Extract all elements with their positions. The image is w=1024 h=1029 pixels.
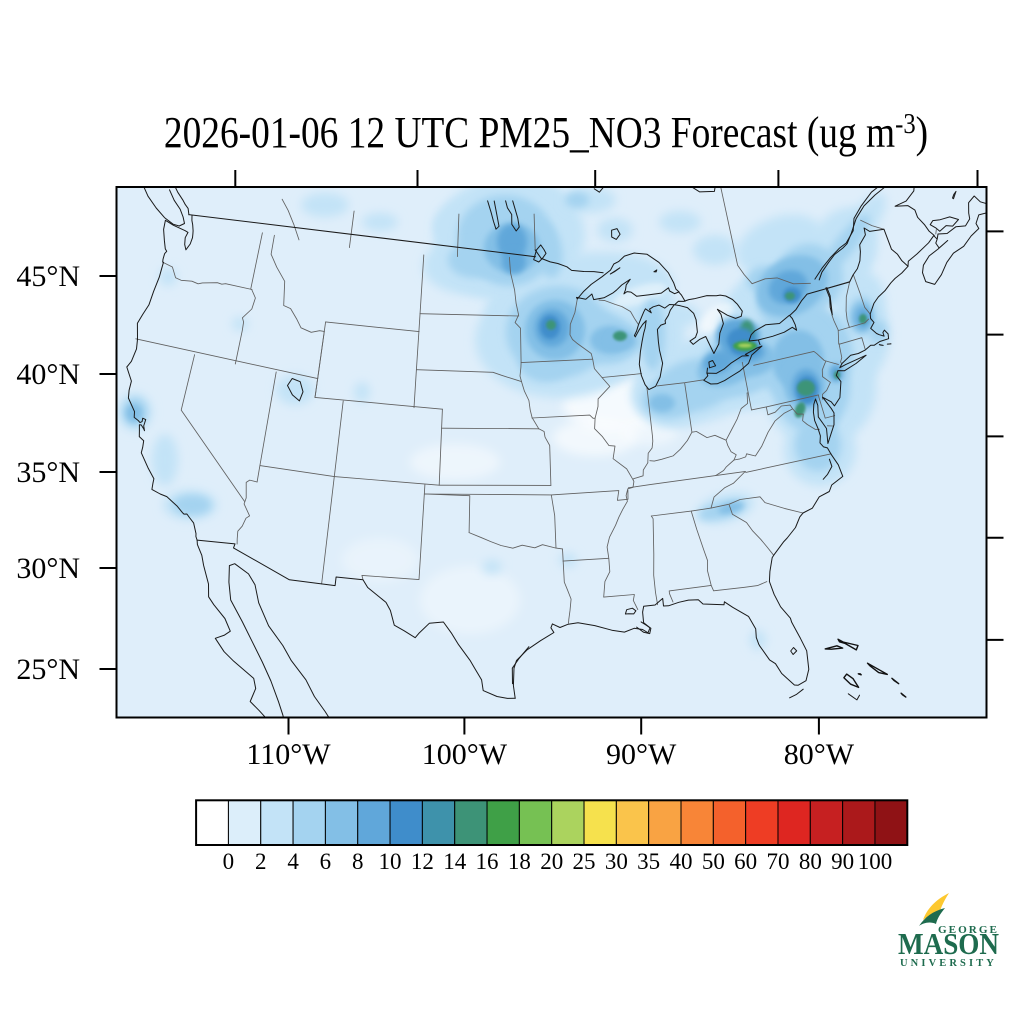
svg-text:UNIVERSITY: UNIVERSITY	[900, 958, 997, 969]
svg-text:90°W: 90°W	[606, 738, 677, 771]
svg-text:20: 20	[540, 849, 563, 874]
svg-text:70: 70	[766, 849, 789, 874]
svg-text:MASON: MASON	[898, 926, 999, 961]
svg-text:100°W: 100°W	[422, 738, 508, 771]
svg-text:40°N: 40°N	[16, 358, 80, 391]
svg-text:50: 50	[702, 849, 725, 874]
svg-text:90: 90	[831, 849, 854, 874]
svg-text:35: 35	[637, 849, 660, 874]
svg-text:35°N: 35°N	[16, 456, 80, 489]
svg-text:4: 4	[287, 849, 299, 874]
svg-text:14: 14	[443, 849, 467, 874]
svg-text:8: 8	[352, 849, 364, 874]
svg-text:25: 25	[573, 849, 596, 874]
svg-text:80°W: 80°W	[784, 738, 855, 771]
svg-text:12: 12	[411, 849, 434, 874]
svg-text:110°W: 110°W	[246, 738, 331, 771]
svg-text:45°N: 45°N	[16, 260, 80, 293]
svg-text:30: 30	[605, 849, 628, 874]
svg-text:80: 80	[799, 849, 822, 874]
svg-text:6: 6	[320, 849, 332, 874]
svg-text:2: 2	[255, 849, 267, 874]
svg-text:40: 40	[670, 849, 693, 874]
svg-text:25°N: 25°N	[16, 653, 80, 686]
svg-text:16: 16	[476, 849, 499, 874]
svg-text:GEORGE: GEORGE	[938, 924, 999, 936]
svg-text:30°N: 30°N	[16, 552, 80, 585]
svg-text:0: 0	[223, 849, 235, 874]
svg-text:18: 18	[508, 849, 531, 874]
svg-text:2026-01-06 12 UTC PM25_NO3 For: 2026-01-06 12 UTC PM25_NO3 Forecast (ug …	[164, 107, 928, 157]
svg-text:100: 100	[858, 849, 893, 874]
svg-text:10: 10	[379, 849, 402, 874]
svg-text:60: 60	[734, 849, 757, 874]
